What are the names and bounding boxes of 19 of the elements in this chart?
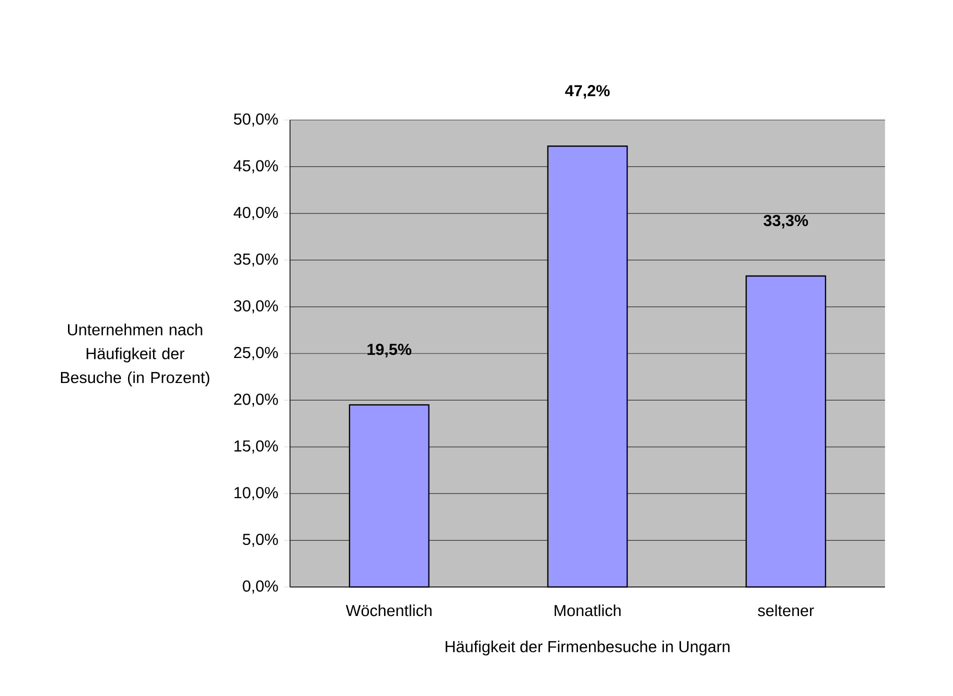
x-tick-label: seltener bbox=[758, 604, 814, 616]
y-tick-label: 20,0% bbox=[234, 394, 278, 407]
y-tick-label: 50,0% bbox=[234, 113, 278, 127]
y-tick-label: 10,0% bbox=[234, 487, 278, 500]
y-axis-title: Unternehmen nach Häufigkeit der Besuche (in Prozent) bbox=[61, 324, 210, 386]
data-label: 19,5% bbox=[368, 344, 412, 358]
y-tick-label: 5,0% bbox=[242, 534, 278, 547]
data-label: 47,2% bbox=[565, 85, 610, 99]
data-label: 33,3% bbox=[764, 214, 808, 228]
y-tick-label: 30,0% bbox=[234, 300, 278, 314]
y-tick-label: 25,0% bbox=[234, 346, 278, 360]
y-tick-label: 0,0% bbox=[242, 580, 278, 594]
y-tick-label: 40,0% bbox=[234, 206, 278, 220]
y-tick-label: 35,0% bbox=[234, 254, 278, 267]
x-tick-label: Monatlich bbox=[554, 604, 621, 616]
x-axis-title: Häufigkeit der Firmenbesuche in Ungarn bbox=[446, 640, 730, 656]
y-tick-label: 45,0% bbox=[234, 160, 278, 174]
x-tick-label: Wöchentlich bbox=[346, 604, 432, 616]
y-tick-label: 15,0% bbox=[234, 440, 278, 454]
